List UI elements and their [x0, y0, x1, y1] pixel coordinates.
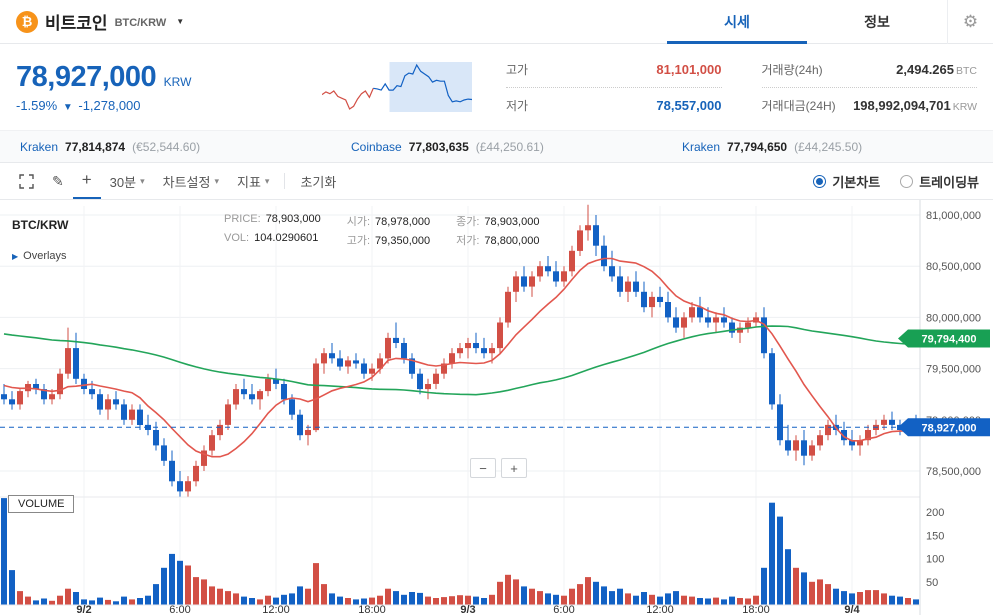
readout-vol: 104.0290601 [254, 232, 319, 244]
chart-pair-label: BTC/KRW [12, 218, 69, 232]
chevron-down-icon: ▾ [214, 175, 219, 186]
svg-text:6:00: 6:00 [169, 604, 190, 615]
add-tool-button[interactable]: + [72, 163, 101, 199]
interval-select[interactable]: 30분 ▾ [101, 163, 154, 199]
ohlc-readout: PRICE: 78,903,000 시가: 78,978,000 종가: 78,903… [224, 213, 540, 247]
readout-low: 78,800,000 [484, 235, 540, 247]
gear-icon[interactable]: ⚙ [947, 0, 993, 44]
readout-open: 78,978,000 [375, 216, 431, 228]
radio-basic-chart[interactable]: 기본차트 [813, 172, 880, 191]
readout-high: 79,350,000 [375, 235, 431, 247]
plus-icon: + [81, 170, 92, 189]
fullscreen-icon [19, 173, 34, 189]
coin-name: 비트코인 [45, 14, 108, 33]
readout-price: 78,903,000 [265, 213, 321, 225]
svg-text:9/4: 9/4 [844, 604, 860, 615]
indicators-select[interactable]: 지표 ▾ [228, 163, 278, 199]
svg-text:79,500,000: 79,500,000 [926, 364, 981, 376]
svg-text:150: 150 [926, 530, 944, 542]
down-arrow-icon: ▼ [62, 102, 73, 113]
svg-text:200: 200 [926, 507, 944, 519]
svg-text:18:00: 18:00 [358, 604, 386, 615]
chevron-down-icon: ▾ [140, 175, 145, 186]
current-price: 78,927,000 [16, 61, 157, 93]
ticker-coinbase: Coinbase 77,803,635 (£44,250.61) [351, 139, 544, 154]
svg-text:50: 50 [926, 577, 938, 589]
price-currency: KRW [163, 75, 192, 89]
ticker-kraken-gbp: Kraken 77,794,650 (£44,245.50) [682, 139, 863, 154]
chevron-down-icon: ▼ [176, 17, 185, 26]
chart-area: 81,000,000 80,500,000 80,000,000 79,500,000… [0, 200, 993, 615]
pencil-icon: ✎ [52, 172, 64, 189]
tab-info[interactable]: 정보 [864, 13, 890, 30]
change-percent: -1.59% [16, 98, 58, 113]
exchange-ticker-bar: Kraken 77,814,874 (€52,544.60) Coinbase … [0, 130, 993, 163]
svg-text:78,927,000: 78,927,000 [921, 422, 976, 434]
toolbar-divider [284, 173, 286, 189]
market-stats: 고가 81,101,000 거래량(24h) 2,494.265 BTC 저가 7… [506, 52, 977, 123]
volume-pane-label: VOLUME [8, 495, 75, 513]
radio-selected-icon [813, 174, 827, 188]
svg-text:100: 100 [926, 554, 944, 566]
chevron-down-icon: ▾ [264, 175, 270, 186]
svg-text:6:00: 6:00 [553, 604, 574, 615]
tab-price[interactable]: 시세 [667, 0, 807, 44]
radio-tradingview[interactable]: 트레이딩뷰 [900, 172, 979, 191]
readout-close: 78,903,000 [484, 216, 540, 228]
stat-volume: 거래량(24h) 2,494.265 BTC [761, 52, 977, 88]
coin-selector[interactable]: ₿ 비트코인 BTC/KRW ▼ [16, 9, 184, 34]
change-amount: -1,278,000 [78, 98, 141, 113]
top-bar: ₿ 비트코인 BTC/KRW ▼ 시세 정보 ⚙ [0, 0, 993, 44]
ticker-kraken-eur: Kraken 77,814,874 (€52,544.60) [20, 139, 201, 154]
fullscreen-button[interactable] [10, 163, 43, 199]
zoom-controls: − + [470, 458, 527, 478]
stat-value: 거래대금(24H) 198,992,094,701 KRW [761, 97, 978, 113]
chart-toolbar: ✎ + 30분 ▾ 차트설정 ▾ 지표 ▾ 초기화 기본차트 트레이딩뷰 [0, 163, 993, 200]
candlestick-chart[interactable]: 81,000,000 80,500,000 80,000,000 79,500,000… [0, 200, 993, 615]
sparkline [322, 62, 472, 112]
price-change: -1.59% ▼ -1,278,000 [16, 98, 316, 113]
svg-text:78,500,000: 78,500,000 [926, 466, 981, 478]
chart-type-switch: 기본차트 트레이딩뷰 [813, 163, 983, 199]
price-summary: 78,927,000 KRW -1.59% ▼ -1,278,000 고가 81… [0, 44, 993, 130]
play-triangle-icon: ▶ [12, 251, 19, 261]
stat-low: 저가 78,557,000 [506, 97, 722, 113]
svg-text:80,500,000: 80,500,000 [926, 261, 981, 273]
tab-bar: 시세 정보 ⚙ [667, 0, 993, 44]
svg-text:9/3: 9/3 [460, 604, 475, 615]
svg-text:12:00: 12:00 [262, 604, 290, 615]
svg-text:79,794,400: 79,794,400 [921, 334, 976, 346]
current-price-block: 78,927,000 KRW -1.59% ▼ -1,278,000 [16, 61, 316, 113]
reset-button[interactable]: 초기화 [291, 163, 345, 199]
coin-pair: BTC/KRW [114, 17, 167, 29]
radio-unselected-icon [900, 174, 914, 188]
svg-text:9/2: 9/2 [76, 604, 91, 615]
svg-text:81,000,000: 81,000,000 [926, 210, 981, 222]
bitcoin-icon: ₿ [16, 10, 38, 33]
svg-text:18:00: 18:00 [742, 604, 770, 615]
stat-high: 고가 81,101,000 [506, 52, 722, 88]
svg-text:12:00: 12:00 [646, 604, 674, 615]
chart-settings-select[interactable]: 차트설정 ▾ [154, 163, 228, 199]
zoom-out-button[interactable]: − [470, 458, 496, 478]
svg-text:80,000,000: 80,000,000 [926, 312, 981, 324]
zoom-in-button[interactable]: + [501, 458, 527, 478]
overlays-toggle[interactable]: ▶ Overlays [12, 250, 67, 262]
draw-tool-button[interactable]: ✎ [43, 163, 73, 199]
